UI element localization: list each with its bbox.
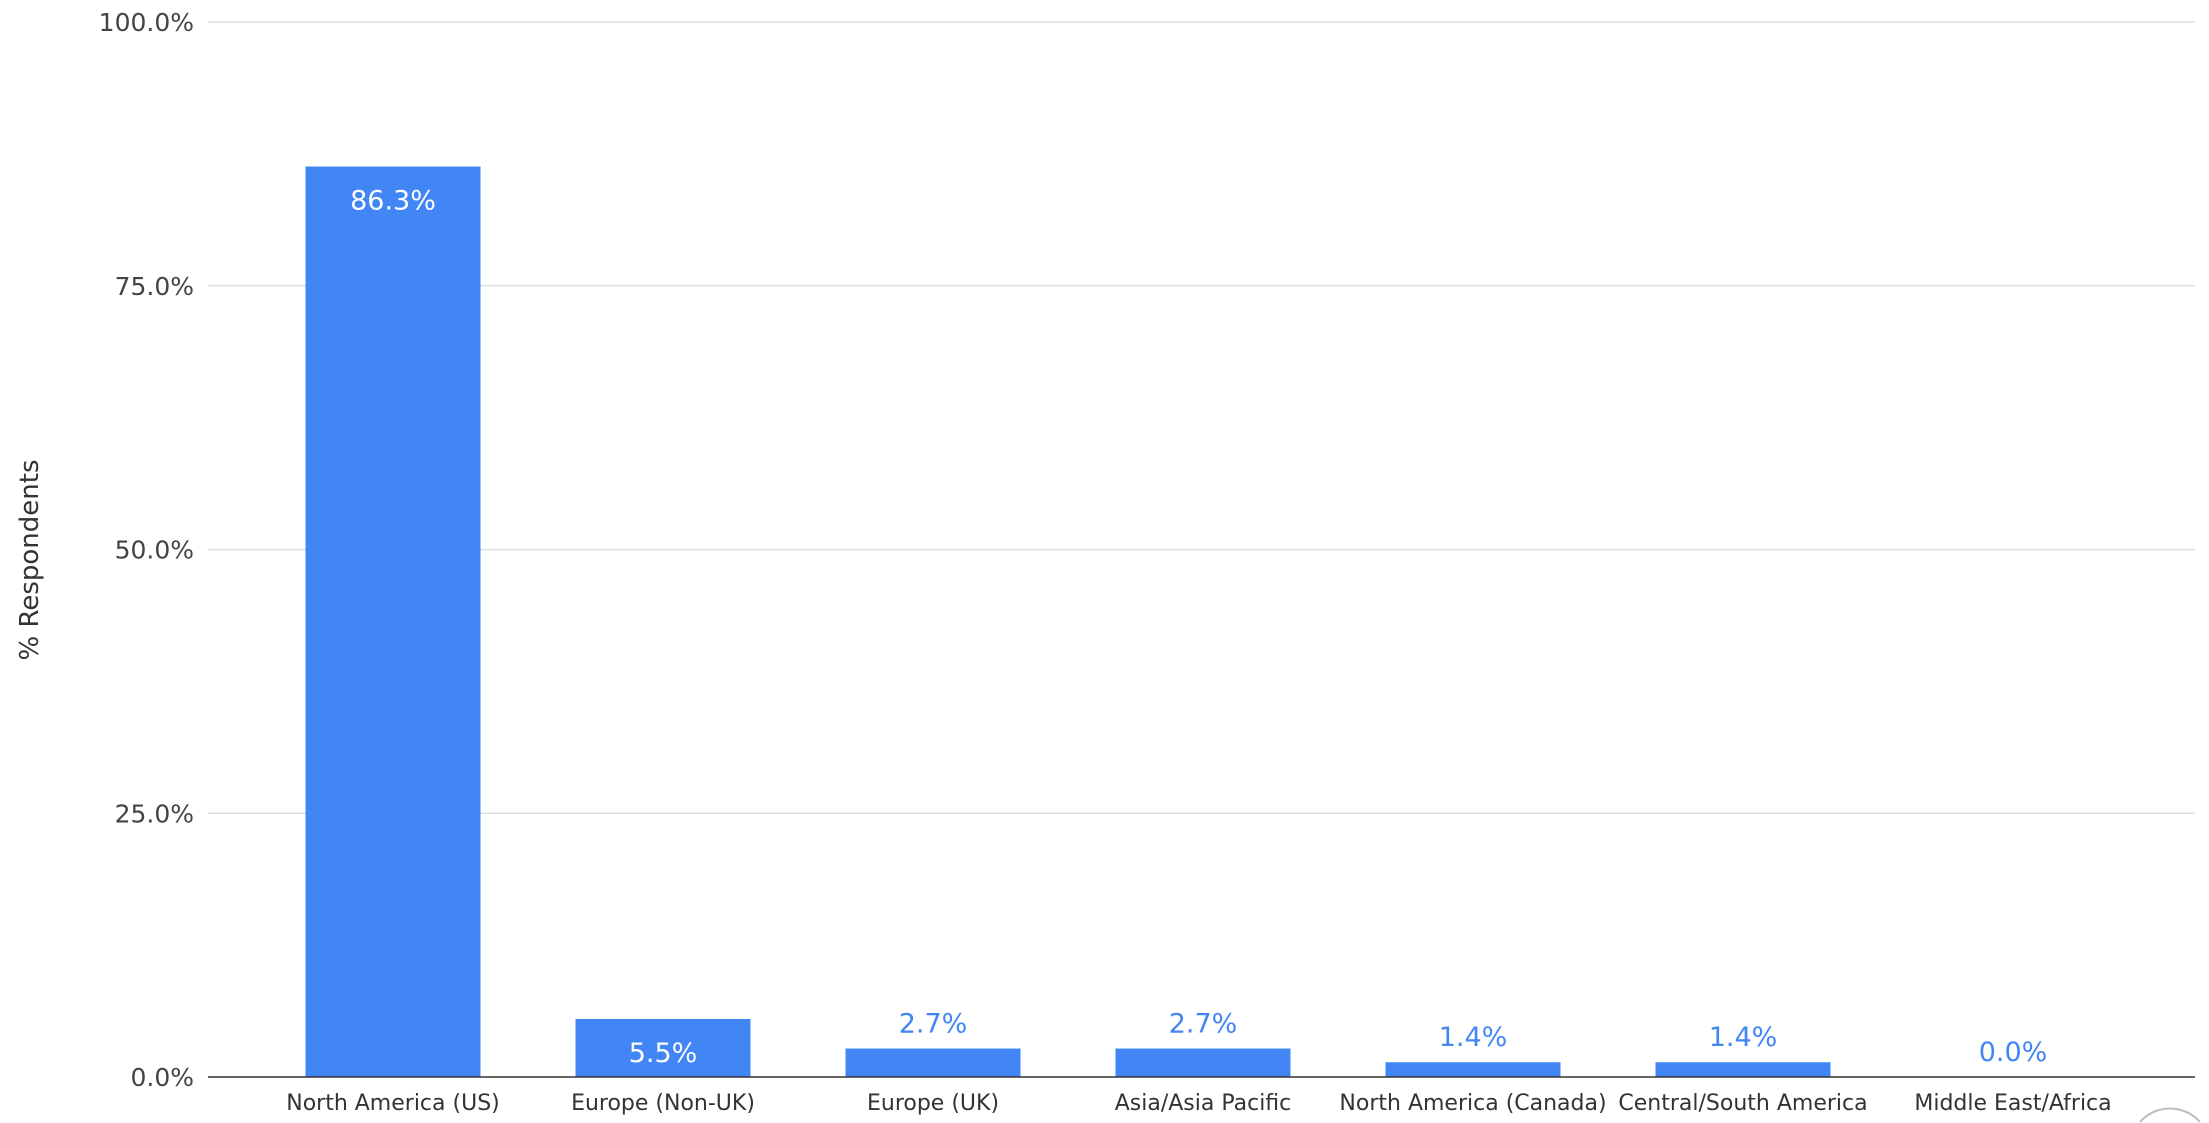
data-label: 1.4% — [1439, 1022, 1508, 1053]
bar — [1655, 1062, 1831, 1077]
bar — [305, 166, 481, 1077]
y-tick-label: 75.0% — [115, 272, 194, 301]
bar — [575, 1018, 751, 1077]
data-label: 86.3% — [350, 186, 436, 217]
data-label: 0.0% — [1979, 1037, 2048, 1068]
x-tick-label: Europe (Non-UK) — [571, 1091, 755, 1116]
y-tick-label: 0.0% — [130, 1063, 194, 1092]
x-tick-label: North America (US) — [286, 1091, 500, 1116]
bar — [1385, 1062, 1561, 1077]
y-axis-ticks: 0.0% 25.0% 50.0% 75.0% 100.0% — [99, 8, 194, 1092]
value-labels: 86.3% 5.5% 2.7% 2.7% 1.4% 1.4% 0.0% — [350, 186, 2047, 1069]
y-tick-label: 100.0% — [99, 8, 194, 37]
data-label: 5.5% — [629, 1038, 698, 1069]
x-tick-label: Asia/Asia Pacific — [1115, 1091, 1292, 1116]
corner-decoration — [2139, 1107, 2201, 1123]
x-tick-label: Europe (UK) — [867, 1091, 999, 1116]
grid-lines — [208, 21, 2195, 814]
data-label: 2.7% — [1169, 1009, 1238, 1040]
bar — [845, 1048, 1021, 1077]
y-tick-label: 50.0% — [115, 536, 194, 565]
x-tick-label: Central/South America — [1618, 1091, 1867, 1116]
y-axis-title: % Respondents — [15, 459, 45, 660]
data-label: 2.7% — [899, 1009, 968, 1040]
y-tick-label: 25.0% — [115, 799, 194, 828]
x-tick-label: North America (Canada) — [1339, 1091, 1606, 1116]
x-tick-label: Middle East/Africa — [1914, 1091, 2111, 1116]
data-label: 1.4% — [1709, 1022, 1778, 1053]
bars — [305, 166, 1831, 1077]
category-labels: North America (US) Europe (Non-UK) Europe … — [286, 1091, 2111, 1116]
bar — [1115, 1048, 1291, 1077]
